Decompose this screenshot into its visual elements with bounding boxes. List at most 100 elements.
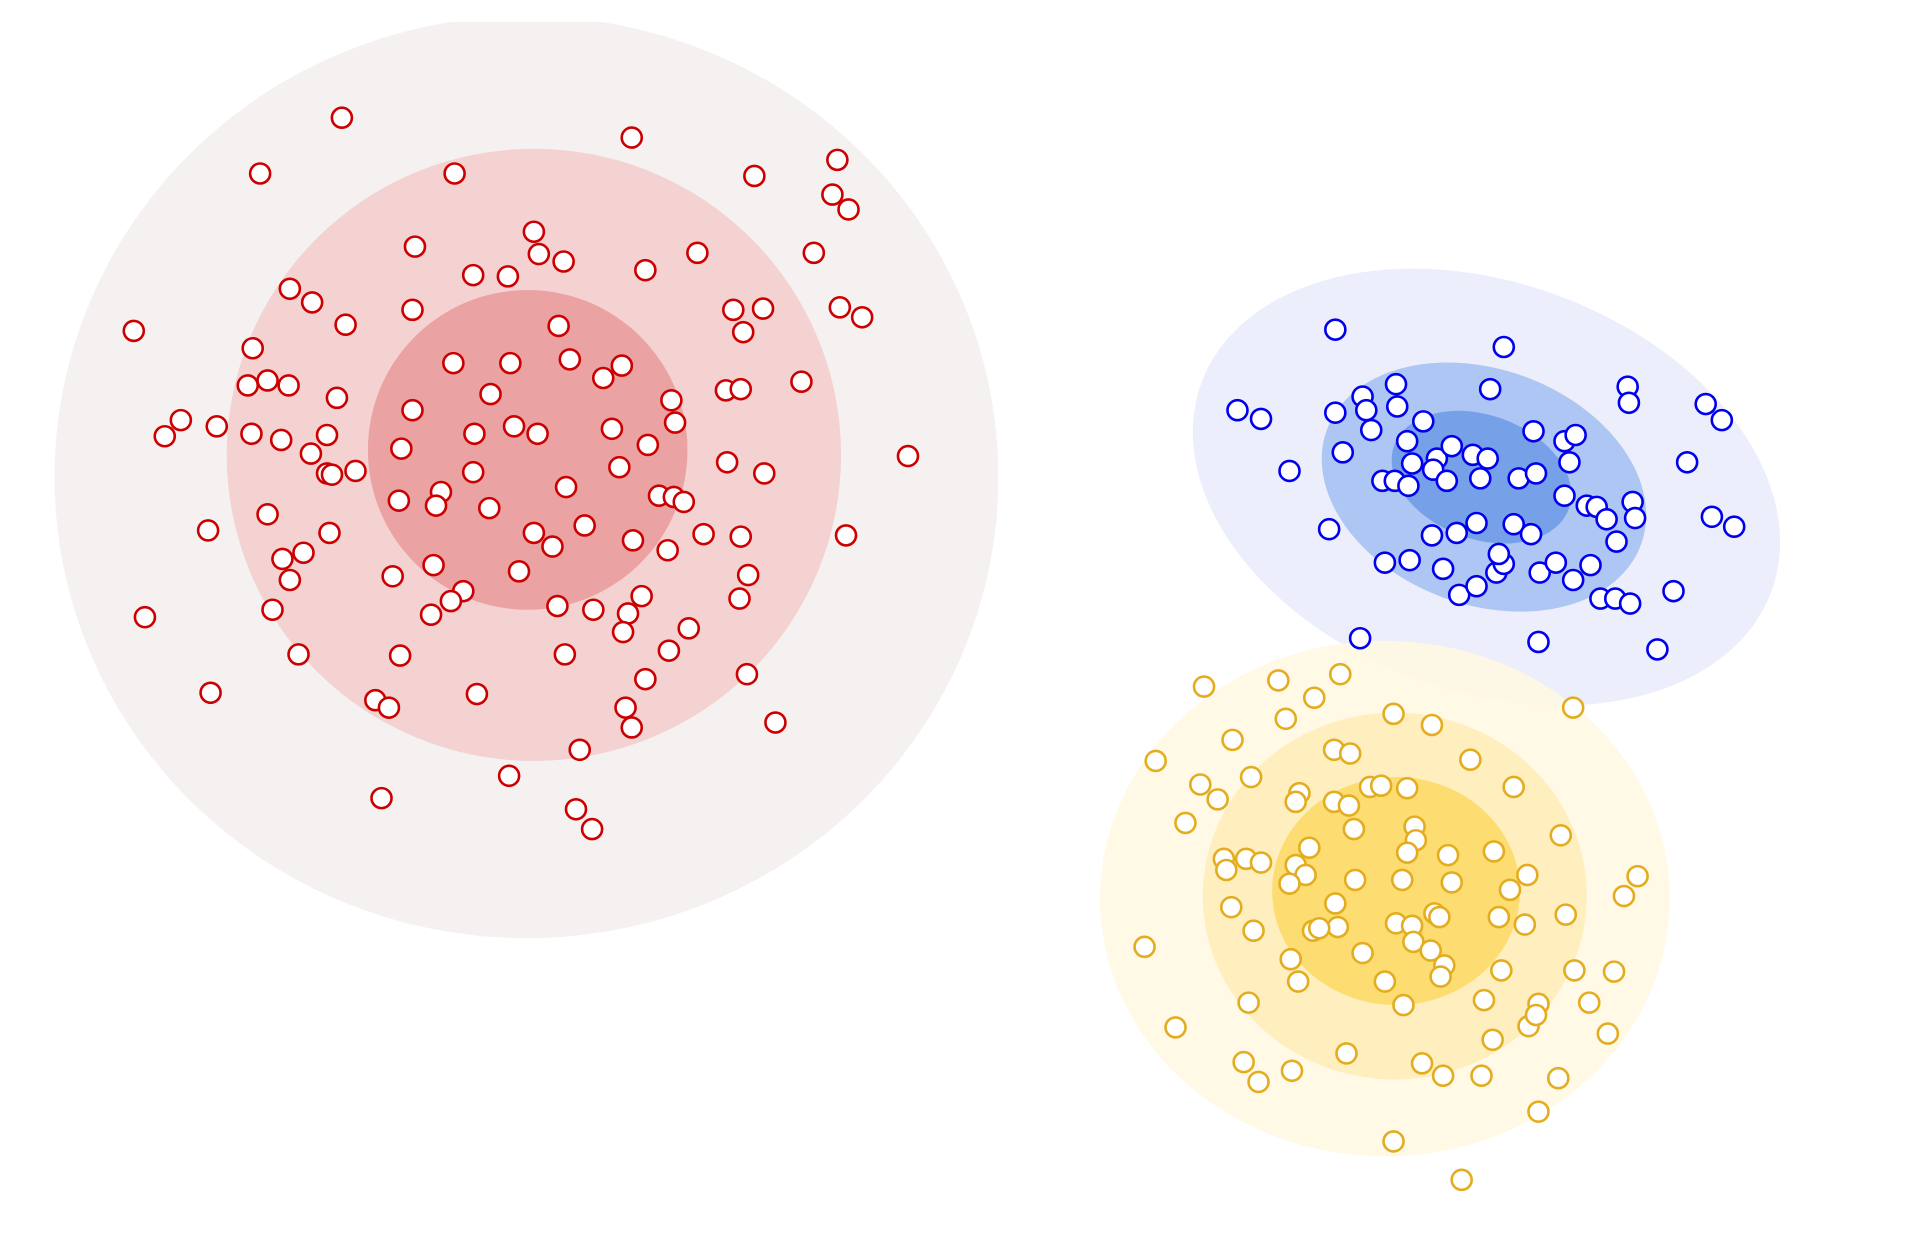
point bbox=[614, 696, 637, 719]
point bbox=[1369, 774, 1393, 798]
point bbox=[1561, 696, 1585, 719]
point bbox=[1546, 1066, 1570, 1090]
point bbox=[1324, 401, 1347, 424]
point bbox=[616, 602, 640, 625]
point bbox=[334, 313, 357, 337]
point bbox=[547, 314, 570, 338]
point bbox=[1351, 941, 1374, 965]
point bbox=[269, 428, 293, 452]
point bbox=[1219, 895, 1243, 919]
point bbox=[621, 529, 645, 552]
point bbox=[248, 162, 272, 185]
point bbox=[1472, 988, 1496, 1012]
point bbox=[496, 265, 520, 288]
point bbox=[461, 460, 485, 484]
point bbox=[1447, 583, 1471, 607]
point bbox=[826, 148, 849, 172]
point bbox=[541, 535, 564, 558]
point bbox=[568, 738, 592, 762]
point bbox=[663, 411, 687, 434]
point bbox=[1470, 1064, 1493, 1088]
point bbox=[735, 662, 759, 686]
point bbox=[1478, 377, 1502, 401]
point bbox=[1502, 775, 1526, 799]
point bbox=[1267, 669, 1290, 692]
point bbox=[1595, 507, 1618, 531]
point bbox=[1694, 392, 1718, 416]
point bbox=[477, 496, 501, 520]
point bbox=[1428, 905, 1451, 929]
point bbox=[1395, 776, 1419, 800]
point bbox=[751, 297, 775, 320]
point bbox=[1278, 459, 1301, 483]
point bbox=[1420, 524, 1444, 547]
point bbox=[1490, 959, 1513, 982]
point bbox=[1596, 1022, 1620, 1045]
point bbox=[1459, 748, 1482, 772]
point bbox=[764, 711, 787, 734]
point bbox=[241, 336, 264, 360]
point bbox=[1144, 749, 1168, 773]
point bbox=[1247, 1070, 1270, 1094]
point bbox=[1577, 991, 1601, 1014]
point bbox=[261, 598, 284, 622]
point bbox=[1579, 553, 1602, 577]
point bbox=[381, 564, 404, 588]
point bbox=[1605, 530, 1628, 553]
point bbox=[722, 298, 745, 322]
point bbox=[526, 422, 549, 446]
point bbox=[1675, 450, 1699, 474]
point bbox=[1468, 467, 1492, 490]
point bbox=[1662, 579, 1685, 603]
point bbox=[1519, 522, 1543, 546]
point bbox=[1395, 429, 1419, 453]
point bbox=[463, 422, 486, 446]
point bbox=[1481, 1028, 1504, 1052]
point bbox=[278, 277, 302, 301]
point bbox=[1602, 960, 1626, 983]
point bbox=[278, 568, 302, 592]
point bbox=[1373, 970, 1397, 993]
point bbox=[522, 521, 546, 545]
point bbox=[1354, 398, 1378, 422]
point bbox=[1342, 817, 1366, 841]
point bbox=[1331, 441, 1355, 464]
point bbox=[527, 242, 551, 266]
point bbox=[502, 415, 526, 438]
point bbox=[743, 164, 766, 188]
point bbox=[1465, 574, 1488, 598]
point bbox=[320, 463, 344, 486]
point bbox=[692, 522, 715, 546]
point bbox=[424, 494, 448, 517]
point bbox=[1431, 557, 1455, 581]
point bbox=[1623, 506, 1647, 530]
point bbox=[387, 489, 411, 512]
point bbox=[1524, 1003, 1548, 1027]
point bbox=[554, 475, 578, 499]
point bbox=[1206, 788, 1229, 811]
point bbox=[1436, 843, 1460, 867]
point bbox=[299, 442, 323, 465]
point bbox=[1646, 638, 1669, 661]
point bbox=[1382, 702, 1405, 726]
point bbox=[611, 620, 635, 644]
point bbox=[620, 716, 644, 739]
point bbox=[850, 305, 874, 329]
point bbox=[1618, 592, 1642, 615]
point bbox=[896, 444, 920, 468]
point bbox=[442, 351, 465, 375]
point bbox=[497, 764, 521, 788]
point bbox=[1286, 970, 1310, 993]
point bbox=[610, 354, 634, 377]
point bbox=[325, 386, 349, 410]
point bbox=[656, 538, 679, 562]
point bbox=[1524, 462, 1548, 485]
point bbox=[1337, 794, 1361, 817]
point bbox=[1549, 824, 1573, 847]
point bbox=[1280, 1059, 1304, 1083]
point bbox=[1343, 868, 1367, 892]
point bbox=[1431, 1064, 1455, 1088]
point bbox=[196, 519, 220, 542]
point bbox=[1398, 548, 1421, 572]
